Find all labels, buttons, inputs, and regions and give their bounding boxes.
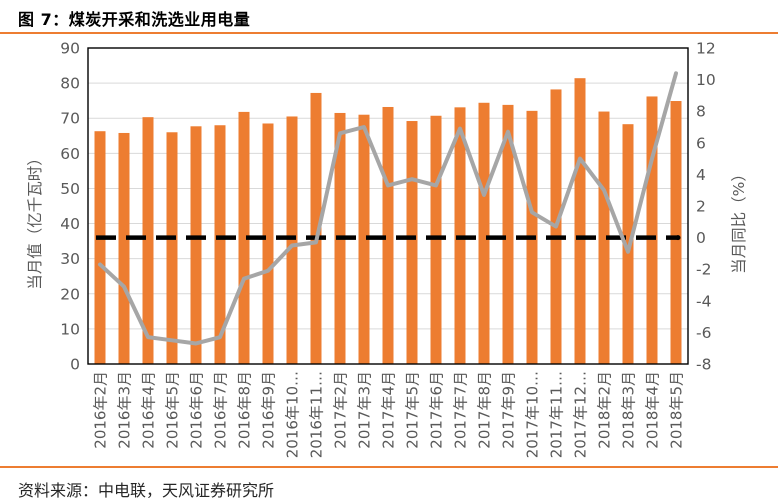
bar-2016年8月 [238, 111, 250, 364]
left-axis-tick-20: 20 [60, 285, 80, 303]
x-axis-label-2018年3月: 2018年3月 [620, 371, 638, 449]
x-axis-label-2016年9月: 2016年9月 [260, 371, 278, 449]
right-axis-tick-12: 12 [696, 40, 716, 58]
right-axis-tick--2: -2 [696, 261, 711, 279]
x-axis-label-2016年4月: 2016年4月 [140, 371, 158, 449]
yoy-line [98, 71, 678, 346]
x-axis-label-2017年11…: 2017年11… [548, 371, 566, 458]
bar-2016年5月 [166, 132, 178, 364]
x-axis-label-2017年4月: 2017年4月 [380, 371, 398, 449]
zero-refline-end-dot [675, 235, 681, 241]
plot-border [87, 47, 689, 365]
bar-2018年4月 [646, 96, 658, 364]
x-axis-label-2016年5月: 2016年5月 [164, 371, 182, 449]
bar-2017年9月 [502, 104, 514, 364]
right-axis-tick-4: 4 [696, 166, 706, 184]
bar-2016年7月 [214, 125, 226, 364]
combo-chart: 0 10 20 30 40 50 60 70 80 90 -8 -6 -4 -2 0 2 4 6 8 10 12 2016… [0, 36, 778, 464]
bar-2018年2月 [598, 111, 610, 364]
x-axis-label-2018年2月: 2018年2月 [596, 371, 614, 449]
right-axis-tick-6: 6 [696, 134, 706, 152]
left-axis-title: 当月值（亿千瓦时） [26, 150, 44, 290]
x-axis-label-2017年12…: 2017年12… [572, 371, 590, 458]
bar-2017年3月 [358, 114, 370, 364]
left-axis-tick-90: 90 [60, 40, 80, 58]
left-axis-tick-10: 10 [60, 320, 80, 338]
x-axis-label-2017年7月: 2017年7月 [452, 371, 470, 449]
left-axis-tick-80: 80 [60, 75, 80, 93]
right-axis-tick-2: 2 [696, 198, 706, 216]
right-axis-tick--6: -6 [696, 324, 711, 342]
right-axis-tick--4: -4 [696, 292, 711, 310]
bar-2016年2月 [94, 131, 106, 364]
right-axis-tick-10: 10 [696, 71, 716, 89]
x-axis-label-2017年6月: 2017年6月 [428, 371, 446, 449]
right-axis-title: 当月同比（%） [730, 166, 748, 274]
left-axis-tick-40: 40 [60, 215, 80, 233]
left-axis-tick-70: 70 [60, 110, 80, 128]
x-axis-label-2017年2月: 2017年2月 [332, 371, 350, 449]
bar-2016年3月 [118, 132, 130, 364]
x-axis-label-2018年4月: 2018年4月 [644, 371, 662, 449]
bar-2016年6月 [190, 126, 202, 364]
x-axis-label-2016年10…: 2016年10… [284, 371, 302, 458]
x-axis-label-2016年7月: 2016年7月 [212, 371, 230, 449]
bar-2016年9月 [262, 123, 274, 364]
right-axis-tick--8: -8 [696, 356, 711, 374]
bar-2016年4月 [142, 117, 154, 365]
bar-2017年4月 [382, 106, 394, 364]
chart-canvas: 0 10 20 30 40 50 60 70 80 90 -8 -6 -4 -2 0 2 4 6 8 10 12 2016… [26, 40, 748, 459]
left-axis-tick-50: 50 [60, 180, 80, 198]
bar-2017年8月 [478, 102, 490, 365]
x-axis-label-2018年5月: 2018年5月 [668, 371, 686, 449]
bar-2016年11… [310, 92, 322, 364]
x-axis-label-2016年6月: 2016年6月 [188, 371, 206, 449]
footer-divider-rule [0, 466, 778, 468]
x-axis-label-2017年10…: 2017年10… [524, 371, 542, 458]
left-axis-tick-0: 0 [70, 356, 80, 374]
x-axis-label-2016年3月: 2016年3月 [116, 371, 134, 449]
title-divider-rule [0, 32, 778, 34]
bar-2017年6月 [430, 115, 442, 365]
x-axis-label-2017年5月: 2017年5月 [404, 371, 422, 449]
x-axis-label-2017年9月: 2017年9月 [500, 371, 518, 449]
bar-2017年5月 [406, 121, 418, 364]
x-axis-label-2016年8月: 2016年8月 [236, 371, 254, 449]
source-note: 资料来源：中电联，天风证券研究所 [18, 481, 275, 500]
left-axis-tick-30: 30 [60, 250, 80, 268]
x-axis-label-2016年11…: 2016年11… [308, 371, 326, 458]
bar-2017年12… [574, 78, 586, 364]
x-axis-label-2016年2月: 2016年2月 [92, 371, 110, 449]
right-axis-tick-0: 0 [696, 229, 706, 247]
bar-2018年5月 [670, 101, 682, 365]
bar-2016年10… [286, 116, 298, 364]
right-axis-tick-8: 8 [696, 103, 706, 121]
left-axis-tick-60: 60 [60, 145, 80, 163]
x-axis-label-2017年3月: 2017年3月 [356, 371, 374, 449]
figure-title: 图 7：煤炭开采和洗选业用电量 [18, 10, 251, 29]
x-axis-label-2017年8月: 2017年8月 [476, 371, 494, 449]
